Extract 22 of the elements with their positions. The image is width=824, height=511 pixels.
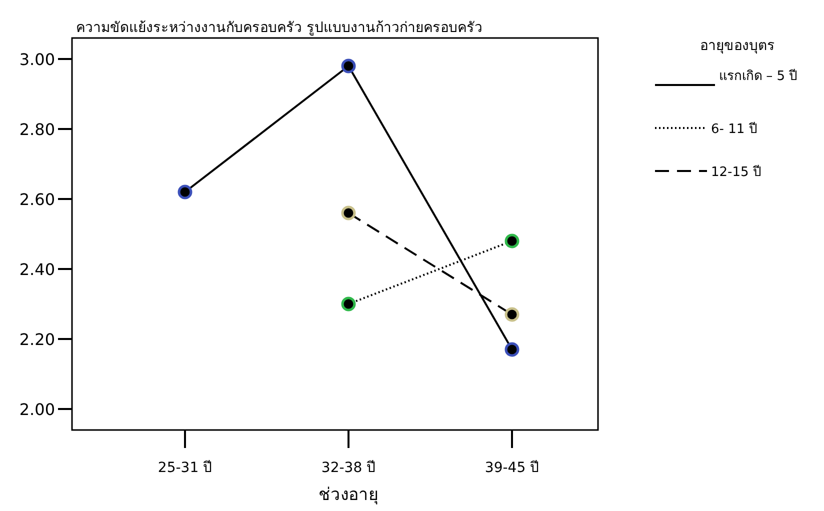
point: [341, 296, 356, 312]
chart-title: ความขัดแย้งระหว่างงานกับครอบครัว รูปแบบงานก้าวก่ายครอบครัว: [76, 20, 482, 36]
point: [504, 307, 520, 322]
x-tick-label: 25-31 ปี: [158, 460, 212, 476]
x-tick-label: 39-45 ปี: [484, 460, 540, 476]
legend-title: อายุของบุตร: [700, 38, 775, 54]
legend-label: 6- 11 ปี: [711, 121, 757, 137]
y-tick-label: 2.40: [19, 260, 55, 279]
legend-label: 12-15 ปี: [711, 164, 761, 180]
point: [341, 206, 356, 220]
legend-label: แรกเกิด – 5 ปี: [719, 68, 798, 84]
point: [504, 234, 520, 248]
y-tick-label: 2.00: [19, 400, 55, 419]
y-tick-label: 2.60: [19, 190, 55, 209]
y-tick-label: 2.80: [19, 120, 55, 139]
y-tick-label: 2.20: [19, 330, 55, 349]
y-tick-label: 3.00: [19, 50, 55, 69]
point: [504, 342, 520, 357]
point: [341, 58, 356, 74]
point: [178, 184, 192, 200]
x-tick-label: 32-38 ปี: [321, 460, 376, 476]
x-axis-title: ช่วงอายุ: [318, 485, 378, 505]
